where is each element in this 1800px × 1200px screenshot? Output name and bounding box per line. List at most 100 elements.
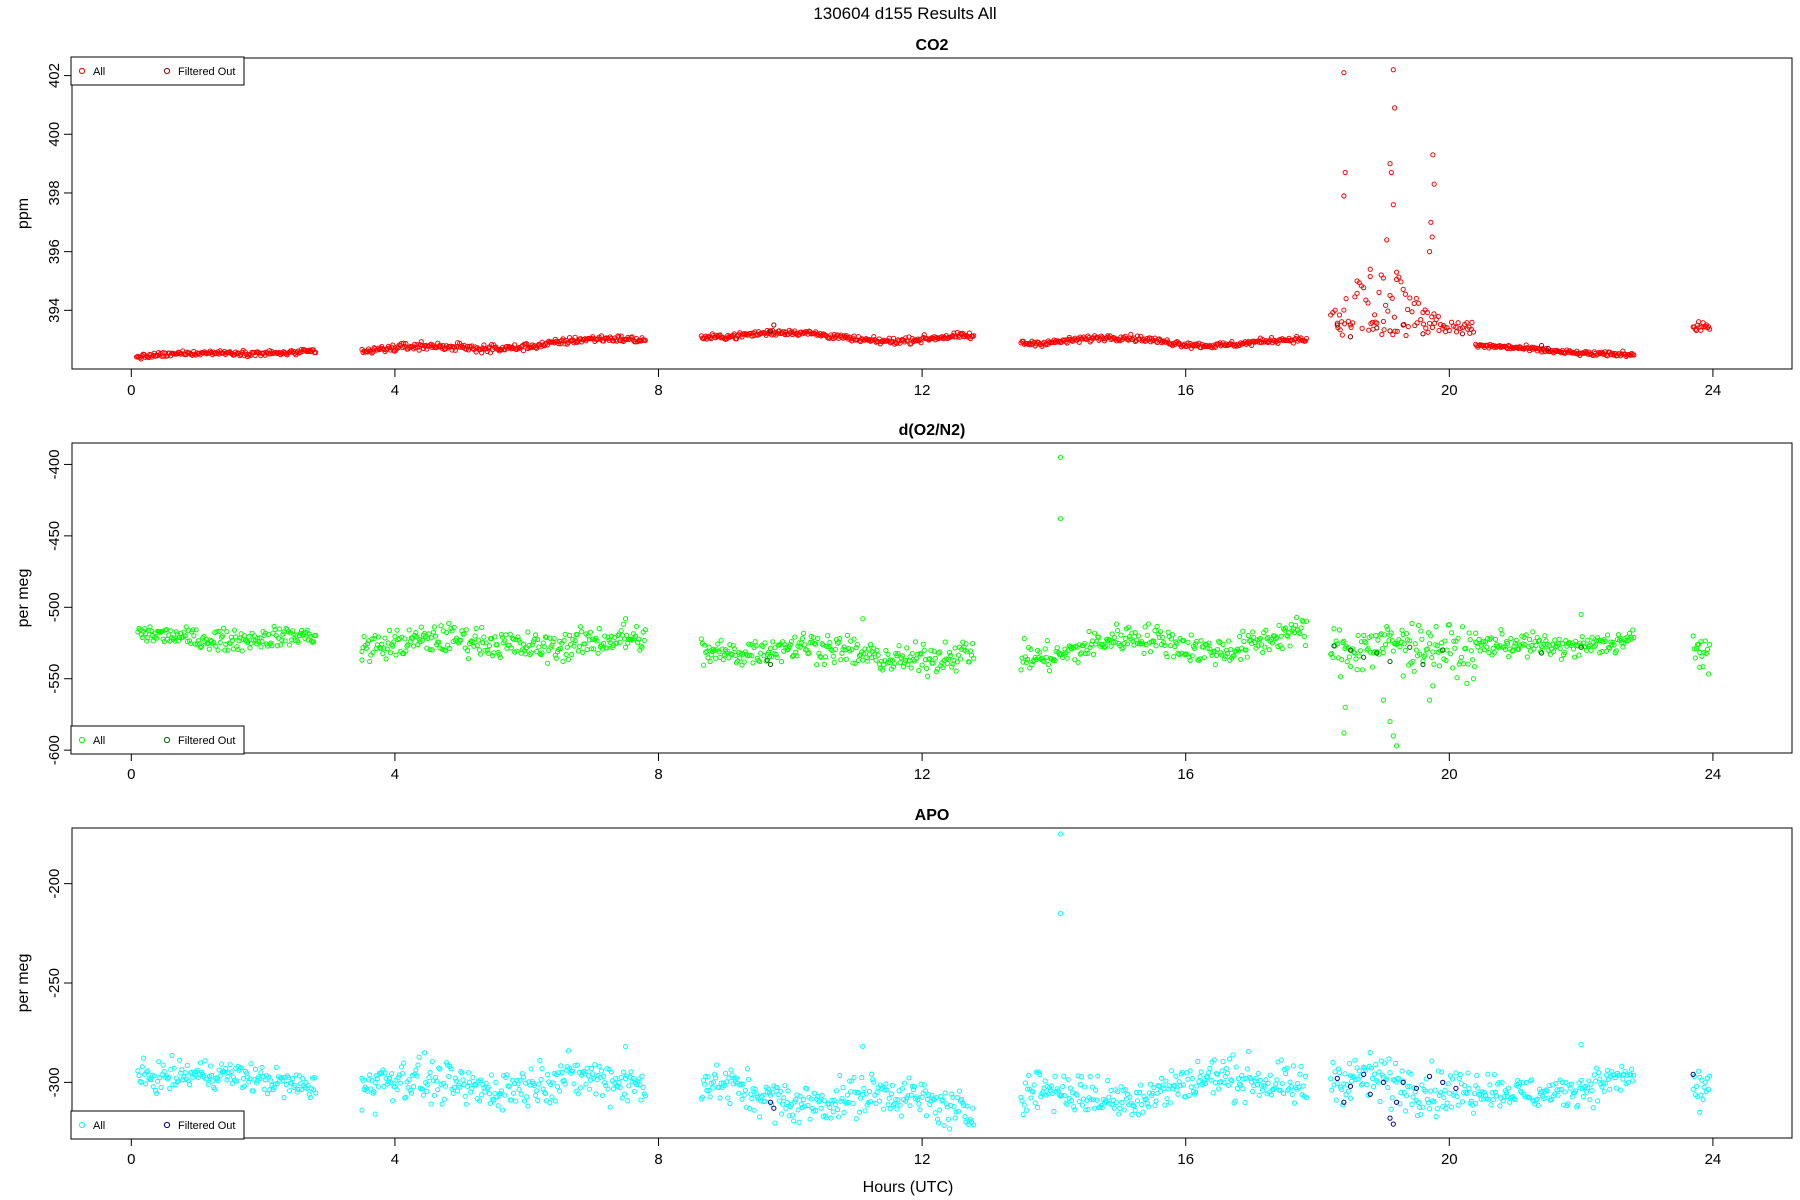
y-tick-label: 394 [46,298,63,323]
data-point [791,1118,797,1124]
data-point [1556,636,1562,643]
data-point [1276,622,1282,628]
data-point [830,653,836,659]
data-point [624,632,630,638]
legend-box [70,1110,245,1140]
data-point [521,1098,528,1104]
data-point [890,1101,897,1108]
filtered-point [1367,1091,1373,1097]
data-point [1348,324,1354,330]
data-point [1037,1071,1043,1078]
data-point [699,1094,706,1100]
data-point [1392,328,1398,334]
data-point [1033,1069,1039,1075]
data-point [530,639,536,645]
data-point [1212,1079,1218,1086]
filtered-point [1374,650,1380,656]
data-point [586,1086,592,1092]
data-point [360,1077,366,1083]
data-point [279,1075,285,1081]
data-point [1602,1080,1608,1086]
data-point [1292,622,1299,628]
data-point [144,638,150,644]
data-point [1379,645,1385,652]
data-point [1171,654,1177,660]
data-point [814,662,820,668]
data-point [227,1062,233,1068]
data-point [301,630,307,636]
data-point [1433,1113,1439,1119]
data-point [571,340,577,346]
data-point [593,1091,599,1097]
data-point [1202,1080,1209,1087]
data-point [773,651,779,658]
data-point [1258,339,1265,346]
data-point [733,336,740,342]
data-point [889,1082,896,1088]
data-point [454,1088,461,1094]
data-point [1088,1096,1094,1103]
data-point [871,334,877,340]
data-point [1486,649,1492,656]
data-point [250,1088,256,1094]
data-point [625,1098,631,1104]
data-point [577,1085,584,1091]
data-point [962,1114,968,1120]
data-point [177,1057,183,1063]
data-point [270,630,276,636]
x-tick-label: 0 [127,766,135,783]
data-point [1517,1079,1523,1086]
data-point [1562,649,1568,656]
data-point [761,653,767,659]
data-points [135,831,1713,1132]
data-point [479,1092,485,1098]
data-point [1091,630,1098,636]
data-point [593,635,599,641]
data-point [1028,646,1034,652]
data-point [1023,1107,1030,1113]
data-point [566,632,573,639]
data-point [1193,1089,1199,1095]
data-point [1478,1096,1484,1102]
data-point [269,643,275,649]
data-point [1458,654,1464,660]
data-point [893,1096,899,1102]
data-point [800,630,807,636]
data-point [728,1067,734,1073]
data-point [1165,629,1171,635]
data-point [895,650,901,657]
filtered-point [1361,654,1367,660]
data-point [875,652,881,658]
data-point [246,634,252,640]
data-point [1206,640,1212,646]
data-point [1172,1082,1178,1088]
data-point [610,1086,617,1092]
outlier-point [1392,105,1398,111]
data-point [279,637,285,643]
data-point [1591,1072,1597,1078]
data-point [544,660,551,666]
data-point [592,1062,598,1068]
data-point [1090,651,1097,657]
data-point [313,349,319,356]
data-point [1446,327,1452,333]
data-point [557,1088,563,1094]
outlier-point [1057,831,1064,837]
data-point [207,1063,213,1069]
data-point [1588,647,1594,653]
data-point [1229,1077,1235,1084]
data-point [1037,649,1043,655]
data-point [1600,1080,1606,1086]
data-point [246,1079,252,1085]
data-point [397,1080,404,1086]
data-point [524,341,530,347]
outlier-point [1354,278,1360,284]
data-point [517,1077,523,1083]
data-point [1365,300,1371,306]
data-point [750,1086,756,1092]
data-point [427,647,433,653]
data-point [590,636,596,642]
data-point [419,1086,425,1092]
data-point [1692,326,1698,333]
